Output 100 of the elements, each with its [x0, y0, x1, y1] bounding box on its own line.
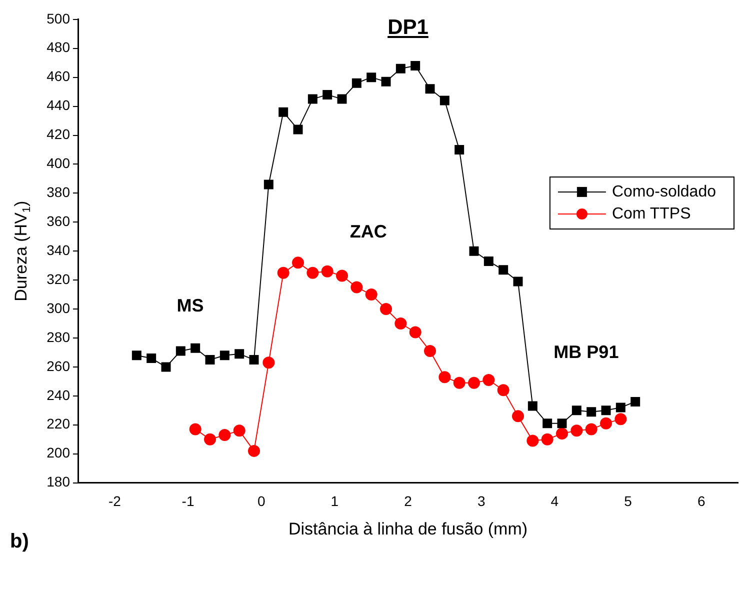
point [277, 266, 290, 279]
point [204, 433, 216, 446]
point [380, 303, 392, 316]
point [410, 61, 420, 70]
point [352, 78, 362, 88]
point [440, 96, 450, 106]
point [616, 402, 626, 412]
point [308, 94, 318, 104]
point [394, 318, 407, 330]
x-tick-label: 6 [697, 493, 706, 510]
point [614, 413, 627, 426]
x-tick-label: 2 [404, 493, 412, 510]
point [350, 281, 363, 294]
x-tick-label: 3 [477, 493, 486, 510]
y-tick-label: 340 [46, 242, 70, 258]
x-tick-label: -2 [108, 493, 122, 510]
point [366, 72, 376, 82]
y-tick-label: 500 [46, 10, 70, 26]
point [190, 343, 200, 353]
point [528, 401, 538, 411]
point [146, 354, 156, 364]
point [542, 418, 552, 428]
point [600, 417, 612, 430]
point [425, 84, 435, 94]
point [321, 265, 334, 278]
y-tick-label: 200 [46, 444, 70, 461]
y-tick-label: 260 [46, 358, 70, 374]
point [469, 246, 479, 256]
annotation: MB P91 [554, 342, 619, 362]
point [497, 384, 510, 396]
point [482, 374, 495, 386]
point [218, 429, 231, 442]
x-tick-label: 1 [330, 493, 339, 510]
x-tick-label: 4 [550, 493, 559, 510]
y-tick-label: 460 [46, 68, 70, 84]
point [176, 346, 186, 356]
point [409, 326, 422, 338]
point [424, 345, 436, 358]
x-tick-label: 0 [257, 493, 266, 510]
point [322, 90, 332, 100]
point [161, 362, 171, 372]
point [526, 434, 539, 447]
annotation: ZAC [350, 222, 387, 242]
point [264, 180, 274, 190]
point [336, 270, 348, 282]
point [586, 407, 596, 417]
point [468, 376, 480, 389]
point [513, 276, 523, 286]
y-tick-label: 420 [46, 126, 70, 142]
point [396, 64, 406, 74]
point [262, 356, 275, 369]
legend-label: Com TTPS [612, 205, 691, 222]
point [365, 288, 378, 301]
point [220, 350, 230, 360]
point [292, 256, 304, 269]
point [293, 124, 303, 134]
x-axis-title: Distância à linha de fusão (mm) [288, 519, 528, 538]
point [132, 350, 142, 360]
y-tick-label: 440 [46, 97, 70, 114]
point [233, 424, 246, 437]
point [248, 444, 260, 457]
point [556, 428, 568, 440]
point [512, 410, 524, 422]
x-tick-label: 5 [624, 493, 632, 510]
y-tick-label: 400 [46, 155, 70, 172]
y-tick-label: 180 [46, 474, 70, 490]
point [278, 107, 288, 117]
y-tick-label: 480 [46, 39, 70, 56]
y-tick-label: 360 [46, 212, 70, 229]
point [189, 423, 202, 436]
point [498, 265, 508, 275]
x-tick-label: -1 [182, 493, 194, 510]
point [572, 406, 582, 416]
chart-title: DP1 [386, 16, 430, 40]
point [541, 433, 554, 446]
point [453, 376, 466, 389]
point [585, 423, 598, 436]
y-axis-title: Dureza (HV1) [12, 200, 34, 302]
point [438, 371, 451, 384]
point [306, 266, 319, 279]
point [454, 144, 464, 154]
y-tick-label: 220 [46, 416, 70, 432]
y-tick-label: 280 [46, 328, 70, 345]
point [234, 349, 244, 359]
legend-label: Como-soldado [612, 183, 716, 200]
text: b) [10, 530, 29, 553]
annotation: MS [176, 296, 204, 316]
point [381, 76, 391, 86]
point [601, 406, 611, 416]
y-tick-label: 300 [46, 300, 70, 316]
y-tick-label: 380 [46, 184, 70, 200]
point [205, 354, 215, 364]
point [570, 424, 583, 437]
point [557, 418, 567, 428]
point [630, 396, 640, 406]
y-tick-label: 320 [46, 270, 70, 287]
y-tick-label: 240 [46, 386, 70, 403]
point [484, 256, 494, 266]
point [249, 354, 259, 364]
point [337, 94, 347, 104]
